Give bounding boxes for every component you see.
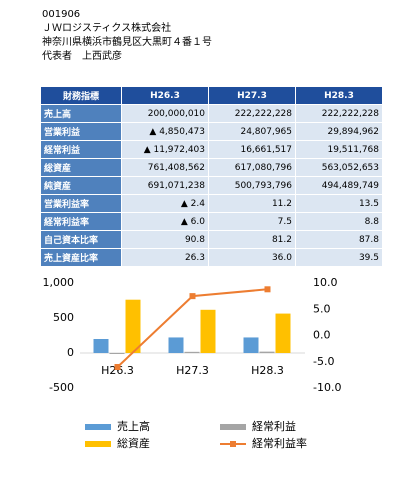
row-label: 営業利益率 (40, 194, 122, 213)
line-marker (189, 293, 196, 300)
bar (109, 353, 125, 354)
value-cell: 200,000,010 (121, 104, 209, 123)
value-cell: 617,080,796 (208, 158, 296, 177)
row-label: 経常利益率 (40, 212, 122, 231)
bar (259, 351, 275, 353)
row-label: 総資産 (40, 158, 122, 177)
row-label: 売上高 (40, 104, 122, 123)
legend-label: 総資産 (117, 436, 150, 450)
legend-label: 経常利益 (252, 419, 296, 433)
value-cell: 13.5 (295, 194, 383, 213)
value-cell: 7.5 (208, 212, 296, 231)
bar (243, 337, 259, 353)
bar (275, 313, 291, 353)
chart: -500 0 500 1,000 -10.0 -5.0 0.0 5.0 10.0 H26.3 H27… (43, 276, 342, 450)
row-label: 営業利益 (40, 122, 122, 141)
row: 自己資本比率 90.8 81.2 87.8 (40, 230, 383, 249)
header-cell: 財務指標 (40, 86, 122, 105)
y-tick-label: 500 (53, 311, 74, 324)
value-cell: 494,489,749 (295, 176, 383, 195)
representative: 代表者 上西武彦 (42, 51, 122, 62)
value-cell: 19,511,768 (295, 140, 383, 159)
value-cell: 24,807,965 (208, 122, 296, 141)
value-cell: ▲ 11,972,403 (121, 140, 209, 159)
value-cell: 222,222,228 (208, 104, 296, 123)
y-tick-label: 0 (67, 346, 74, 359)
legend-marker (230, 441, 236, 447)
value-cell: 8.8 (295, 212, 383, 231)
y-tick-label: -500 (49, 381, 74, 394)
value-cell: 11.2 (208, 194, 296, 213)
y-tick-label: 1,000 (43, 276, 75, 289)
value-cell: 81.2 (208, 230, 296, 249)
line-marker (264, 286, 271, 293)
y2-tick-label: -5.0 (313, 355, 334, 368)
row: 経常利益 ▲ 11,972,403 16,661,517 19,511,768 (40, 140, 383, 159)
y2-tick-label: 5.0 (313, 302, 331, 315)
legend-label: 売上高 (117, 419, 150, 433)
bar (184, 351, 200, 353)
value-cell: 16,661,517 (208, 140, 296, 159)
value-cell: ▲ 6.0 (121, 212, 209, 231)
header-row: 財務指標 H26.3 H27.3 H28.3 (40, 86, 383, 105)
header-cell: H27.3 (208, 86, 296, 105)
row: 純資産 691,071,238 500,793,796 494,489,749 (40, 176, 383, 195)
row: 総資産 761,408,562 617,080,796 563,052,653 (40, 158, 383, 177)
x-tick-label: H27.3 (176, 364, 209, 377)
legend-swatch (85, 441, 111, 447)
code: 001906 (42, 9, 81, 20)
value-cell: 87.8 (295, 230, 383, 249)
value-cell: 26.3 (121, 248, 209, 267)
bar (125, 299, 141, 353)
row: 営業利益 ▲ 4,850,473 24,807,965 29,894,962 (40, 122, 383, 141)
row-label: 売上資産比率 (40, 248, 122, 267)
legend-swatch (85, 424, 111, 430)
line-marker (114, 364, 121, 370)
row: 経常利益率 ▲ 6.0 7.5 8.8 (40, 212, 383, 231)
value-cell: 90.8 (121, 230, 209, 249)
row: 営業利益率 ▲ 2.4 11.2 13.5 (40, 194, 383, 213)
row-label: 自己資本比率 (40, 230, 122, 249)
y2-tick-label: 0.0 (313, 329, 331, 342)
value-cell: ▲ 2.4 (121, 194, 209, 213)
header: 001906 ＪＷロジスティクス株式会社 神奈川県横浜市鶴見区大黒町４番１号 代… (42, 8, 212, 64)
value-cell: 500,793,796 (208, 176, 296, 195)
row-label: 純資産 (40, 176, 122, 195)
legend-swatch (220, 424, 246, 430)
value-cell: ▲ 4,850,473 (121, 122, 209, 141)
company: ＪＷロジスティクス株式会社 (42, 23, 172, 34)
bar (200, 309, 216, 353)
value-cell: 39.5 (295, 248, 383, 267)
row: 売上高 200,000,010 222,222,228 222,222,228 (40, 104, 383, 123)
value-cell: 29,894,962 (295, 122, 383, 141)
value-cell: 691,071,238 (121, 176, 209, 195)
bar (93, 339, 109, 353)
row-label: 経常利益 (40, 140, 122, 159)
x-tick-label: H26.3 (101, 364, 134, 377)
value-cell: 222,222,228 (295, 104, 383, 123)
y2-tick-label: 10.0 (313, 276, 338, 289)
row: 売上資産比率 26.3 36.0 39.5 (40, 248, 383, 267)
value-cell: 563,052,653 (295, 158, 383, 177)
financial-table: 財務指標 H26.3 H27.3 H28.3 売上高 200,000,010 222,222… (40, 86, 383, 267)
x-tick-label: H28.3 (251, 364, 284, 377)
address: 神奈川県横浜市鶴見区大黒町４番１号 (42, 37, 212, 48)
value-cell: 761,408,562 (121, 158, 209, 177)
value-cell: 36.0 (208, 248, 296, 267)
header-cell: H28.3 (295, 86, 383, 105)
y2-tick-label: -10.0 (313, 381, 341, 394)
bar (168, 337, 184, 353)
header-cell: H26.3 (121, 86, 209, 105)
legend-label: 経常利益率 (252, 436, 307, 450)
